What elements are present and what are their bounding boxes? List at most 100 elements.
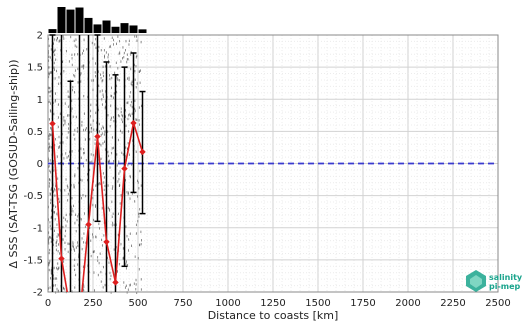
scatter-point (129, 197, 131, 200)
scatter-point (74, 53, 76, 56)
scatter-point (62, 35, 64, 38)
scatter-point (126, 58, 128, 61)
scatter-point (68, 242, 70, 246)
scatter-point (135, 118, 137, 121)
scatter-point (74, 249, 75, 252)
scatter-point (138, 106, 140, 109)
scatter-point (56, 38, 58, 42)
scatter-point (90, 153, 92, 156)
scatter-point (53, 169, 55, 172)
scatter-point (140, 40, 142, 44)
scatter-point (104, 105, 106, 109)
scatter-point (122, 57, 123, 60)
scatter-point (83, 128, 85, 132)
data-point (85, 221, 92, 228)
scatter-point (137, 179, 139, 183)
scatter-point (48, 146, 50, 149)
scatter-point (125, 225, 127, 228)
scatter-point (131, 83, 133, 87)
scatter-point (117, 107, 119, 111)
scatter-point (137, 220, 139, 223)
scatter-point (48, 242, 50, 245)
scatter-point (73, 247, 75, 251)
scatter-point (68, 154, 69, 158)
scatter-point (49, 109, 51, 112)
scatter-point (48, 240, 50, 243)
scatter-point (125, 115, 126, 118)
scatter-point (128, 39, 130, 43)
scatter-point (130, 114, 131, 118)
scatter-point (73, 133, 75, 136)
scatter-point (58, 40, 60, 43)
scatter-point (72, 115, 74, 118)
scatter-point (72, 241, 74, 244)
scatter-point (80, 218, 82, 221)
scatter-point (103, 126, 104, 130)
scatter-point (57, 268, 59, 271)
scatter-point (73, 245, 74, 249)
scatter-point (63, 216, 65, 219)
scatter-point (140, 184, 142, 187)
scatter-point (48, 86, 50, 90)
scatter-point (121, 151, 123, 155)
scatter-point (110, 104, 112, 107)
scatter-point (105, 51, 107, 54)
scatter-point (92, 196, 94, 200)
scatter-point (131, 105, 133, 109)
scatter-point (77, 263, 79, 266)
scatter-point (94, 205, 96, 208)
scatter-point (49, 248, 51, 252)
scatter-point (107, 161, 109, 164)
scatter-point (55, 205, 57, 209)
scatter-point (92, 153, 94, 157)
histogram-bar (75, 7, 84, 33)
scatter-point (58, 187, 60, 191)
histogram-bar (84, 17, 93, 33)
histogram (48, 7, 147, 34)
scatter-point (131, 244, 132, 247)
scatter-point (100, 127, 102, 131)
scatter-point (122, 247, 124, 250)
scatter-point (137, 181, 139, 184)
scatter-point (50, 240, 52, 244)
scatter-point (90, 123, 92, 127)
scatter-point (55, 241, 57, 245)
logo-line1: salinity (489, 273, 523, 282)
scatter-point (75, 229, 77, 233)
histogram-bar (120, 23, 129, 33)
scatter-point (116, 153, 118, 156)
scatter-point (71, 99, 73, 103)
scatter-point (90, 254, 92, 258)
scatter-point (48, 66, 50, 69)
scatter-point (81, 179, 83, 182)
scatter-point (111, 200, 113, 204)
scatter-point (82, 265, 84, 268)
scatter-point (85, 194, 87, 198)
scatter-point (113, 223, 115, 227)
scatter-point (94, 138, 96, 141)
scatter-point (69, 158, 70, 162)
scatter-point (100, 76, 102, 80)
scatter-point (54, 277, 56, 280)
scatter-point (102, 286, 104, 289)
scatter-point (103, 37, 105, 40)
grid (47, 34, 499, 293)
scatter-point (63, 157, 65, 160)
scatter-point (112, 116, 114, 119)
scatter-point (85, 128, 86, 132)
x-tick-label: 2250 (440, 298, 465, 309)
scatter-point (88, 131, 90, 134)
scatter-point (135, 278, 137, 282)
scatter-point (66, 136, 68, 139)
scatter-point (48, 287, 49, 290)
scatter-point (71, 213, 73, 216)
scatter-point (73, 39, 75, 43)
scatter-point (54, 284, 56, 287)
scatter-point (48, 44, 50, 48)
scatter-point (48, 90, 50, 94)
scatter-point (111, 136, 113, 139)
scatter-point (63, 260, 65, 263)
scatter-point (128, 113, 130, 117)
scatter-point (123, 51, 125, 55)
scatter-point (124, 155, 126, 158)
